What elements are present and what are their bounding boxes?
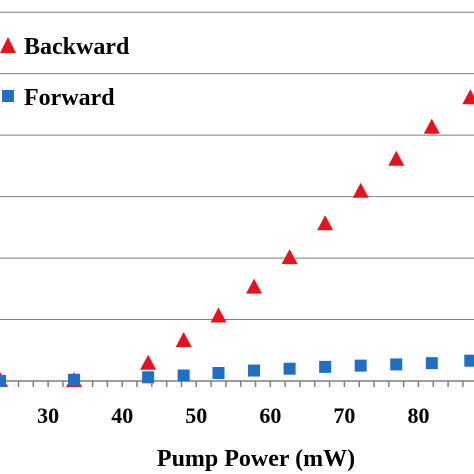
backward-point [388,150,405,166]
data-points [0,89,474,387]
forward-point [425,357,438,370]
x-axis: 30 40 50 60 70 80 [0,380,474,428]
legend-forward-marker [2,90,14,102]
backward-point [317,215,334,231]
forward-point [177,369,190,382]
backward-point [462,89,474,105]
x-tick-label-30: 30 [37,403,59,428]
x-axis-title: Pump Power (mW) [157,446,355,472]
forward-point [464,354,474,367]
legend-label-forward: Forward [24,85,115,111]
forward-point [142,371,155,384]
forward-point [0,375,6,387]
x-tick-label-60: 60 [259,403,281,428]
forward-point [248,364,261,377]
forward-point [68,373,81,386]
backward-point [210,307,227,323]
forward-point [390,358,403,371]
forward-point [319,360,332,373]
x-tick-label-50: 50 [185,403,207,428]
legend-backward-marker [0,37,16,53]
forward-point [354,359,367,372]
backward-point [175,332,192,348]
backward-point [352,182,369,198]
gridlines [0,11,474,321]
forward-point [212,367,225,380]
x-tick-label-40: 40 [111,403,133,428]
legend: Backward Forward [0,34,130,111]
backward-point [246,278,263,294]
forward-point [283,362,296,375]
backward-point [281,249,298,265]
backward-point [423,118,440,134]
legend-label-backward: Backward [24,34,130,60]
x-tick-label-70: 70 [333,403,355,428]
backward-point [140,354,157,370]
x-tick-label-80: 80 [407,403,429,428]
